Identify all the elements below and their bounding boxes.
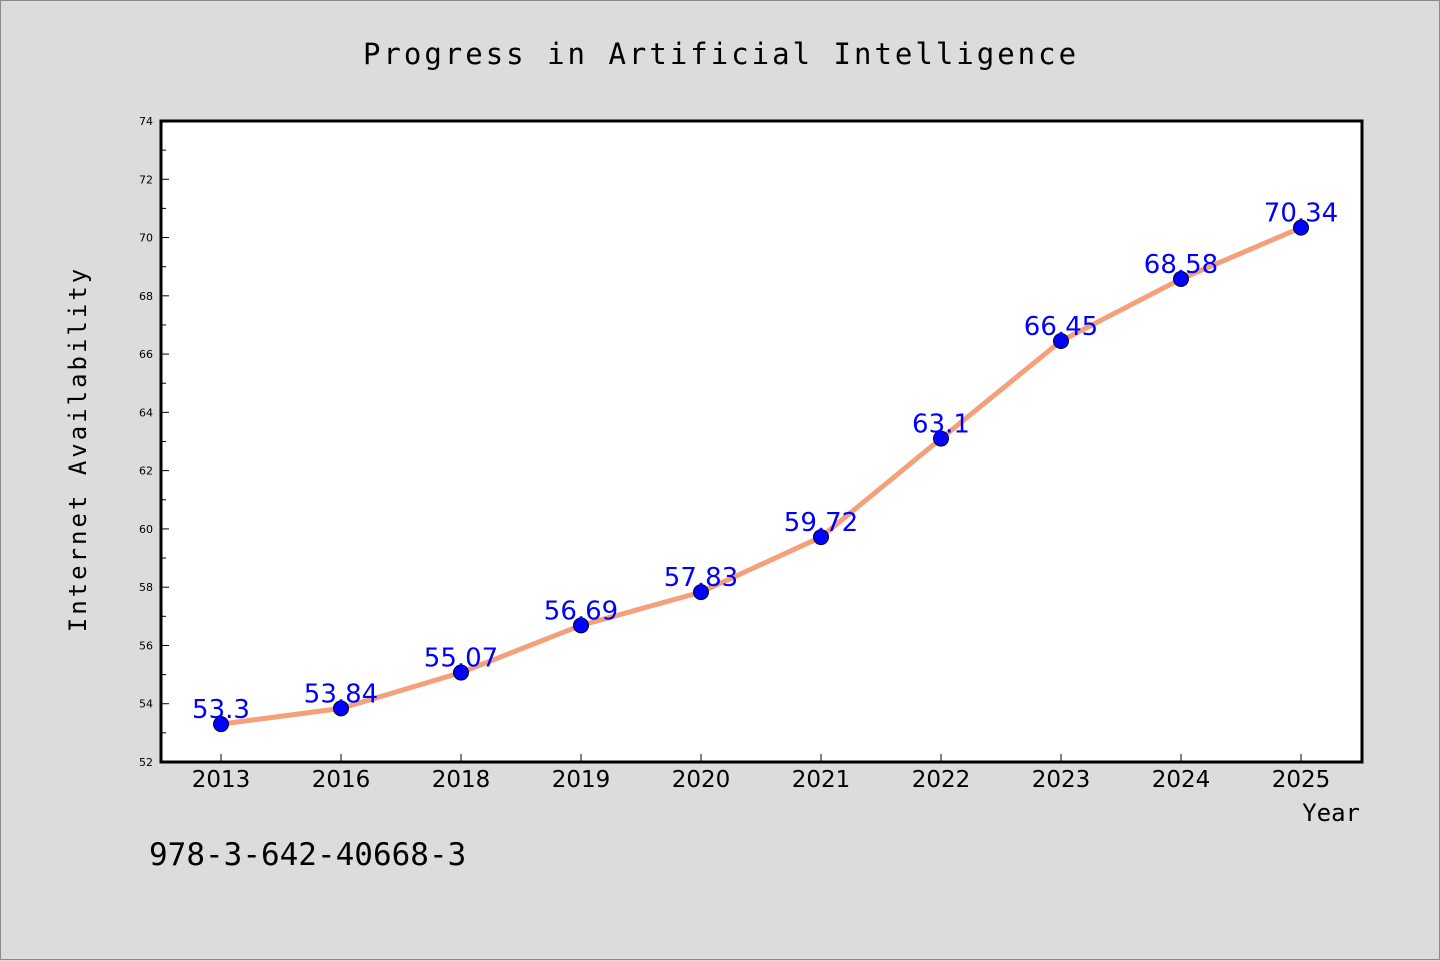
data-point	[213, 716, 229, 733]
y-tick-label: 56	[139, 639, 153, 652]
y-tick-label: 64	[139, 406, 153, 419]
data-point	[333, 700, 349, 717]
data-label: 59.72	[784, 508, 858, 538]
y-tick-label: 58	[139, 581, 153, 594]
series-line	[218, 225, 1304, 727]
data-label: 68.58	[1144, 250, 1218, 280]
isbn-annotation: 978-3-642-40668-3	[149, 837, 466, 873]
x-tick-label: 2024	[1152, 767, 1211, 793]
chart-title: Progress in Artificial Intelligence	[363, 37, 1079, 71]
plot-frame	[159, 119, 1364, 764]
y-tick-label: 74	[139, 115, 153, 128]
y-tick-label: 52	[139, 756, 153, 769]
y-tick-label: 72	[139, 173, 153, 186]
data-labels: 53.3 53.84 55.07 56.69 57.83 59.72 63.1 66.45 68…	[192, 199, 1338, 725]
y-tick-label: 68	[139, 290, 153, 303]
data-label: 57.83	[664, 563, 738, 593]
y-axis-ticks: 52 54 56 58 60 62 64 66 68 70 72 74	[139, 115, 169, 769]
y-tick-label: 70	[139, 232, 153, 245]
data-point	[1053, 332, 1069, 349]
x-tick-label: 2013	[192, 767, 251, 793]
x-tick-label: 2019	[552, 767, 611, 793]
data-label: 56.69	[544, 596, 618, 626]
data-label: 70.34	[1264, 199, 1338, 229]
data-label: 53.3	[192, 695, 250, 725]
data-point	[573, 617, 589, 634]
data-label: 55.07	[424, 644, 498, 674]
data-point	[453, 664, 469, 681]
data-point	[1293, 219, 1309, 236]
series-line-group	[218, 225, 1304, 727]
data-point	[1173, 270, 1189, 287]
x-tick-label: 2023	[1032, 767, 1091, 793]
data-point	[933, 430, 949, 447]
y-tick-label: 60	[139, 523, 153, 536]
x-tick-label: 2018	[432, 767, 491, 793]
y-tick-label: 54	[139, 698, 153, 711]
data-label: 63.1	[912, 410, 970, 440]
x-tick-label: 2020	[672, 767, 731, 793]
x-tick-label: 2022	[912, 767, 971, 793]
data-label: 53.84	[304, 679, 378, 709]
x-axis-label: Year	[1302, 799, 1360, 827]
y-axis-label: Internet Availability	[64, 266, 92, 632]
x-tick-label: 2025	[1272, 767, 1331, 793]
data-point	[813, 529, 829, 546]
data-point	[693, 584, 709, 601]
y-tick-label: 66	[139, 348, 153, 361]
data-label: 66.45	[1024, 312, 1098, 342]
x-tick-label: 2016	[312, 767, 371, 793]
x-axis-ticks: 2013 2016 2018 2019 2020 2021 2022 2023 2024 2025	[192, 754, 1331, 793]
plot-area	[161, 121, 1362, 762]
y-tick-label: 62	[139, 465, 153, 478]
x-tick-label: 2021	[792, 767, 851, 793]
data-markers	[213, 219, 1309, 733]
